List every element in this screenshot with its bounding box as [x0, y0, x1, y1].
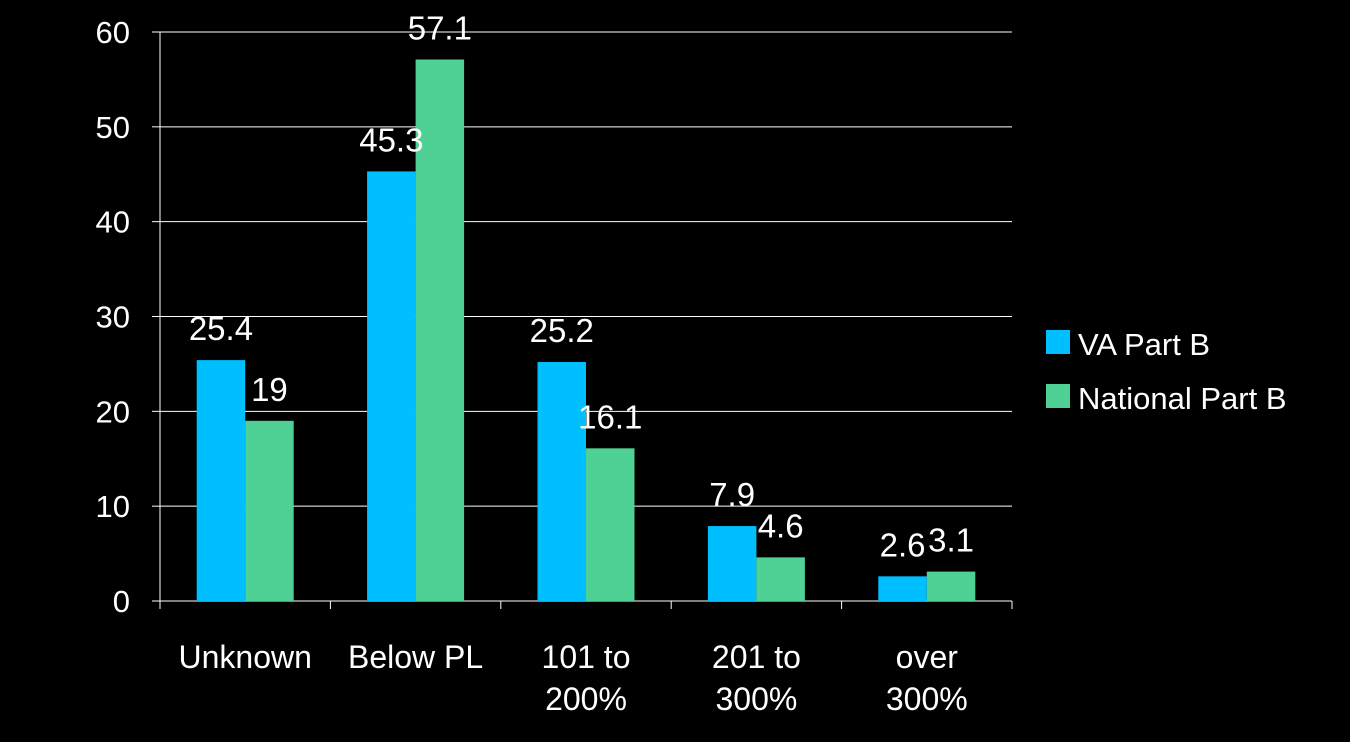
x-tick-label: Unknown	[178, 639, 311, 675]
data-label: 3.1	[928, 522, 974, 559]
data-label: 45.3	[359, 121, 423, 158]
x-tick-label: 200%	[545, 681, 627, 717]
bar-0-0	[196, 360, 246, 601]
bar-0-3	[707, 526, 757, 601]
legend-swatch	[1046, 330, 1070, 354]
data-label: 4.6	[758, 507, 804, 544]
data-label: 19	[251, 371, 288, 408]
bar-0-2	[537, 362, 586, 601]
legend-entry: VA Part B	[1078, 327, 1210, 362]
bar-1-0	[245, 420, 294, 601]
data-labels: 25.4 45.3 25.2 7.9 2.6 19 57.1 16.1 4.6 3.1	[189, 10, 974, 564]
bar-1-3	[756, 557, 805, 601]
axes: 0 10 20 30 40 50 60	[96, 15, 1013, 619]
y-tick-label: 30	[96, 300, 130, 335]
y-tick-label: 20	[96, 394, 130, 429]
data-label: 57.1	[408, 10, 472, 47]
x-tick-label: 201 to	[712, 639, 801, 675]
x-tick-label: over	[896, 639, 959, 675]
x-tick-label: 300%	[886, 681, 968, 717]
legend: VA Part B National Part B	[1046, 327, 1287, 416]
y-tick-label: 50	[96, 110, 130, 145]
y-tick-label: 0	[113, 584, 130, 619]
category-labels: Unknown Below PL 101 to 200% 201 to 300% over 3…	[178, 639, 967, 717]
bar-1-1	[415, 59, 465, 602]
y-tick-label: 60	[96, 15, 130, 50]
data-label: 25.4	[189, 310, 253, 347]
bar-1-2	[586, 448, 635, 601]
data-label: 7.9	[709, 476, 755, 513]
bar-0-1	[367, 171, 416, 601]
data-label: 16.1	[578, 398, 642, 435]
bar-0-4	[878, 576, 927, 601]
y-tick-label: 10	[96, 489, 130, 524]
legend-swatch	[1046, 384, 1070, 408]
gridlines	[160, 31, 1012, 507]
x-tick-label: 101 to	[542, 639, 631, 675]
bar-1-4	[926, 571, 976, 601]
data-label: 2.6	[880, 526, 926, 563]
bars	[196, 59, 976, 602]
x-tick-label: 300%	[715, 681, 797, 717]
data-label: 25.2	[530, 312, 594, 349]
x-tick-label: Below PL	[348, 639, 483, 675]
legend-entry: National Part B	[1078, 381, 1287, 416]
y-tick-label: 40	[96, 205, 130, 240]
